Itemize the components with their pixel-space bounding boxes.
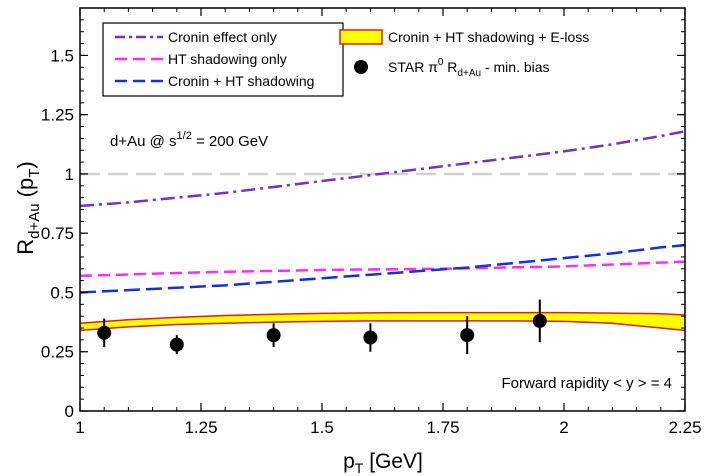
y-tick-label: 1.5 [50,46,74,65]
collision-annotation: d+Au @ s1/2 = 200 GeV [110,130,268,150]
y-tick-label: 1.25 [41,106,74,125]
y-tick-label: 0.25 [41,343,74,362]
ht-shadowing-line [80,260,685,278]
star-data-point [460,328,475,343]
y-axis-label: Rd+Au(pT) [13,161,43,254]
x-tick-label: 1.5 [310,418,334,437]
star-data-point [266,328,281,343]
x-axis-label: pT [GeV] [343,450,423,476]
star-data-point [97,325,112,340]
eloss-band [80,311,685,332]
x-tick-label: 2 [559,418,568,437]
legend-star-marker [354,60,368,74]
x-tick-label: 1.75 [426,418,459,437]
legend-star-label: STAR π0 Rd+Au - min. bias [388,57,550,79]
legend-cronin-ht-label: Cronin + HT shadowing [168,73,314,89]
x-tick-label: 2.25 [668,418,701,437]
y-tick-label: 0.75 [41,224,74,243]
star-data-point [363,330,378,345]
y-tick-label: 0.5 [50,283,74,302]
star-data-point [169,337,184,352]
legend-band-swatch [339,29,383,45]
star-data-point [532,313,547,328]
svg-text:Rd+Au(pT): Rd+Au(pT) [13,161,43,254]
legend-ht-label: HT shadowing only [168,51,287,67]
cronin-line [80,130,685,208]
x-tick-label: 1.25 [184,418,217,437]
cronin-ht-line [80,243,685,294]
legend-cronin-label: Cronin effect only [168,29,277,45]
x-tick-label: 1 [75,418,84,437]
y-tick-label: 0 [65,402,74,421]
rapidity-annotation: Forward rapidity < y > = 4 [502,375,673,392]
legend-band-label: Cronin + HT shadowing + E-loss [388,29,589,45]
y-tick-label: 1 [65,165,74,184]
